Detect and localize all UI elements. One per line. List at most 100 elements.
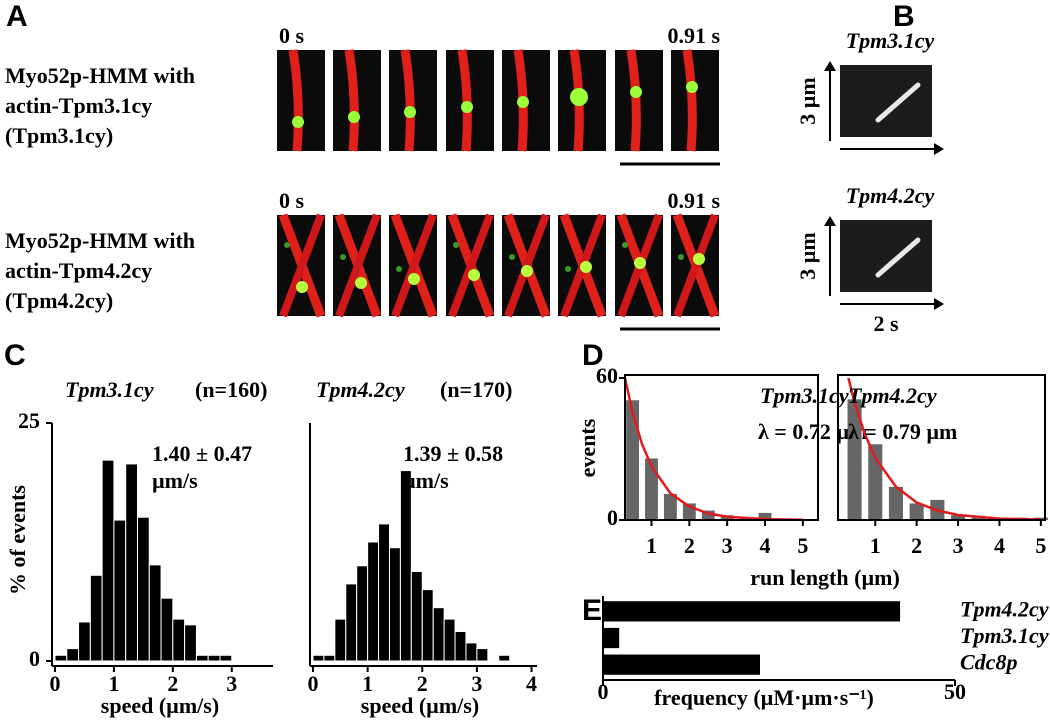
end-time: 0.91 s (667, 188, 720, 213)
actin-filament (279, 213, 325, 318)
bar (125, 463, 138, 662)
bar (113, 519, 127, 662)
x-axis-label: 2 s (873, 311, 899, 336)
bar (476, 648, 489, 662)
bar (847, 399, 862, 520)
bar (101, 459, 115, 662)
panel-label: A (6, 0, 28, 33)
y-axis-label: % of events (5, 485, 30, 595)
background-speckle (509, 254, 515, 260)
bar (312, 654, 325, 662)
bar (432, 607, 445, 662)
bar (951, 515, 966, 520)
annotation: µm/s (152, 468, 198, 493)
end-time: 0.91 s (667, 23, 720, 48)
myosin-spot (404, 106, 416, 118)
x-axis-label: run length (µm) (750, 565, 900, 590)
y-tick-label: 0 (29, 646, 40, 671)
bar (443, 618, 456, 662)
bar (334, 618, 347, 662)
myosin-spot (296, 281, 308, 293)
x-tick-label: 50 (944, 679, 966, 704)
x-axis-label: frequency (µM·µm·s⁻¹) (654, 685, 874, 710)
bar (378, 523, 390, 662)
myosin-spot (521, 265, 533, 277)
chart-subtitle: (n=170) (440, 377, 512, 402)
bar (454, 630, 467, 662)
myosin-spot (461, 101, 473, 113)
x-tick-label: 3 (722, 533, 733, 558)
chart-subtitle: (n=160) (195, 377, 267, 402)
myosin-spot (408, 273, 420, 285)
category-label: Tpm4.2cy (960, 596, 1049, 621)
myosin-spot (355, 277, 367, 289)
actin-filament (448, 213, 494, 318)
category-label: Tpm3.1cy (960, 623, 1049, 648)
x-tick-label: 5 (1035, 533, 1046, 558)
bar (663, 493, 677, 520)
kymograph-streak (875, 237, 921, 278)
actin-filament (391, 213, 437, 318)
x-tick-label: 1 (108, 671, 119, 696)
bar (78, 621, 91, 662)
actin-filament (457, 49, 472, 152)
actin-filament (400, 49, 415, 152)
background-speckle (396, 266, 402, 272)
bar (421, 589, 434, 662)
bar (465, 642, 478, 662)
x-tick-label: 0 (308, 671, 319, 696)
y-tick-label: 0 (607, 505, 618, 530)
annotation: 1.40 ± 0.47 (152, 441, 252, 466)
kymograph-title: Tpm3.1cy (846, 28, 935, 53)
myosin-spot (348, 111, 360, 123)
bar (323, 654, 336, 662)
actin-filament (626, 49, 641, 152)
myosin-spot (292, 116, 304, 128)
bar (498, 654, 511, 662)
background-speckle (340, 254, 346, 260)
actin-filament (682, 49, 697, 152)
start-time: 0 s (279, 23, 305, 48)
bar (701, 510, 715, 520)
chart-title: Tpm4.2cy (316, 377, 405, 402)
row-label: Myo52p-HMM with (5, 228, 195, 253)
myosin-spot (686, 81, 698, 93)
bar (345, 583, 358, 662)
start-time: 0 s (279, 188, 305, 213)
bar (603, 627, 620, 649)
x-tick-label: 1 (646, 533, 657, 558)
background-speckle (284, 242, 290, 248)
chart-title: Tpm3.1cy (760, 383, 849, 408)
bar (54, 654, 68, 662)
row-label: actin-Tpm3.1cy (5, 93, 152, 118)
arrow-head (824, 216, 836, 226)
plot-frame (624, 374, 819, 521)
x-tick-label: 4 (526, 671, 537, 696)
bar (172, 618, 186, 662)
annotation: λ = 0.79 µm (848, 419, 957, 444)
myosin-spot (634, 257, 646, 269)
background-speckle (678, 254, 684, 260)
y-axis-label: events (575, 418, 600, 477)
x-tick-label: 5 (797, 533, 808, 558)
myosin-spot (517, 96, 529, 108)
background-speckle (565, 266, 571, 272)
myosin-spot (570, 88, 588, 106)
bar (89, 574, 103, 662)
background-speckle (622, 242, 628, 248)
row-label: actin-Tpm4.2cy (5, 258, 152, 283)
annotation: µm/s (403, 468, 449, 493)
bar (909, 503, 924, 520)
bar (356, 565, 369, 662)
bar (626, 400, 640, 520)
bar (971, 517, 986, 520)
kymograph (840, 220, 932, 292)
row-label: Myo52p-HMM with (5, 63, 195, 88)
x-tick-label: 4 (994, 533, 1005, 558)
x-axis-label: speed (µm/s) (361, 693, 479, 718)
panel-label: E (582, 594, 602, 627)
x-tick-label: 4 (760, 533, 771, 558)
x-tick-label: 2 (417, 671, 428, 696)
x-axis-label: speed (µm/s) (101, 693, 219, 718)
bar (367, 541, 380, 662)
